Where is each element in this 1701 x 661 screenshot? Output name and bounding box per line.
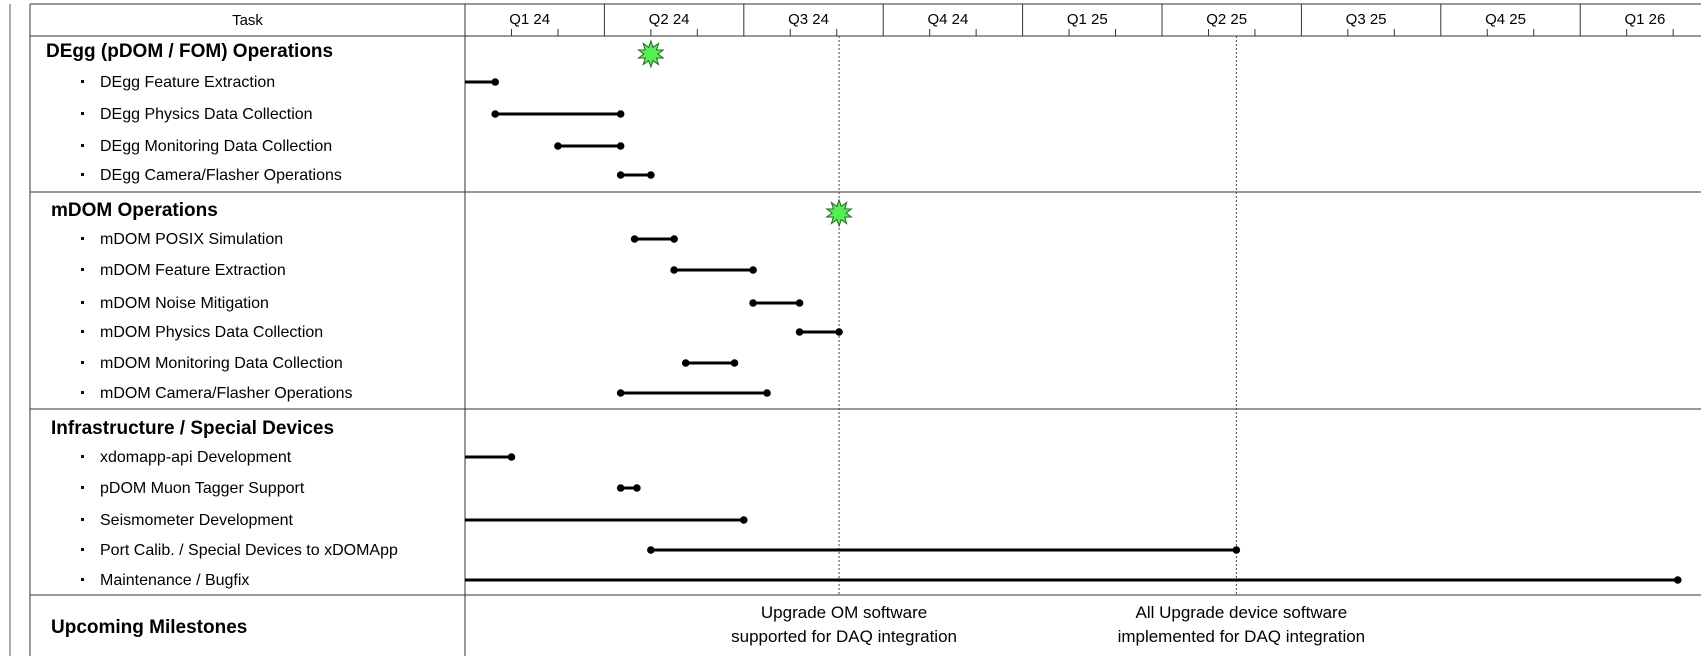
task-bullet <box>81 237 84 240</box>
task-end-dot <box>795 299 804 307</box>
task-label: mDOM POSIX Simulation <box>100 231 283 248</box>
task-start-dot <box>681 359 690 367</box>
task-bullet <box>81 548 84 551</box>
task-bullet <box>81 518 84 521</box>
task-bullet <box>81 144 84 147</box>
task-end-dot <box>491 78 500 86</box>
task-end-dot <box>647 171 655 179</box>
task-label: pDOM Muon Tagger Support <box>100 480 305 497</box>
milestones-row-label: Upcoming Milestones <box>51 617 247 638</box>
task-end-dot <box>730 359 739 367</box>
task-end-dot <box>749 266 757 274</box>
task-label: Maintenance / Bugfix <box>100 572 249 589</box>
task-label: xdomapp-api Development <box>100 449 292 466</box>
milestone-star-icon <box>825 198 853 228</box>
task-start-dot <box>491 110 500 118</box>
task-label: Port Calib. / Special Devices to xDOMApp <box>100 542 398 559</box>
task-end-dot <box>1232 546 1241 554</box>
task-start-dot <box>616 484 625 492</box>
task-label: DEgg Feature Extraction <box>100 74 275 91</box>
quarter-label: Q1 25 <box>1067 11 1108 28</box>
task-bullet <box>81 578 84 581</box>
milestone-description: Upgrade OM software <box>761 603 927 622</box>
task-end-dot <box>670 235 678 243</box>
task-label: Seismometer Development <box>100 512 294 529</box>
quarter-label: Q1 26 <box>1624 11 1665 28</box>
task-bullet <box>81 361 84 364</box>
group-title: DEgg (pDOM / FOM) Operations <box>46 41 333 62</box>
task-bullet <box>81 112 84 115</box>
quarter-label: Q4 25 <box>1485 11 1526 28</box>
quarter-label: Q4 24 <box>927 11 968 28</box>
milestone-description: implemented for DAQ integration <box>1118 627 1366 646</box>
group-title: mDOM Operations <box>51 200 218 221</box>
task-start-dot <box>554 142 562 150</box>
task-bullet <box>81 301 84 304</box>
task-end-dot <box>835 328 843 336</box>
quarter-label: Q1 24 <box>509 11 550 28</box>
task-bullet <box>81 486 84 489</box>
task-header: Task <box>232 12 263 29</box>
task-end-dot <box>507 453 516 461</box>
task-start-dot <box>670 266 678 274</box>
task-end-dot <box>740 516 748 524</box>
task-label: mDOM Camera/Flasher Operations <box>100 385 353 402</box>
task-start-dot <box>795 328 804 336</box>
milestone-description: supported for DAQ integration <box>731 627 957 646</box>
task-label: mDOM Monitoring Data Collection <box>100 355 343 372</box>
task-label: mDOM Feature Extraction <box>100 262 286 279</box>
task-start-dot <box>630 235 639 243</box>
quarter-label: Q2 25 <box>1206 11 1247 28</box>
task-bullet <box>81 455 84 458</box>
quarter-label: Q3 25 <box>1346 11 1387 28</box>
task-label: DEgg Physics Data Collection <box>100 106 313 123</box>
task-label: mDOM Noise Mitigation <box>100 295 269 312</box>
task-bullet <box>81 391 84 394</box>
task-start-dot <box>647 546 655 554</box>
task-end-dot <box>616 110 625 118</box>
task-bullet <box>81 173 84 176</box>
task-end-dot <box>633 484 641 492</box>
quarter-label: Q2 24 <box>649 11 690 28</box>
task-end-dot <box>616 142 625 150</box>
task-bullet <box>81 268 84 271</box>
task-end-dot <box>763 389 771 397</box>
quarter-label: Q3 24 <box>788 11 829 28</box>
milestone-star-icon <box>637 39 665 69</box>
group-title: Infrastructure / Special Devices <box>51 418 334 439</box>
task-label: mDOM Physics Data Collection <box>100 324 323 341</box>
task-bullet <box>81 80 84 83</box>
task-bullet <box>81 330 84 333</box>
task-label: DEgg Monitoring Data Collection <box>100 138 332 155</box>
task-label: DEgg Camera/Flasher Operations <box>100 167 342 184</box>
task-start-dot <box>749 299 757 307</box>
milestone-description: All Upgrade device software <box>1136 603 1348 622</box>
task-start-dot <box>616 389 625 397</box>
task-start-dot <box>616 171 625 179</box>
task-end-dot <box>1673 576 1682 584</box>
